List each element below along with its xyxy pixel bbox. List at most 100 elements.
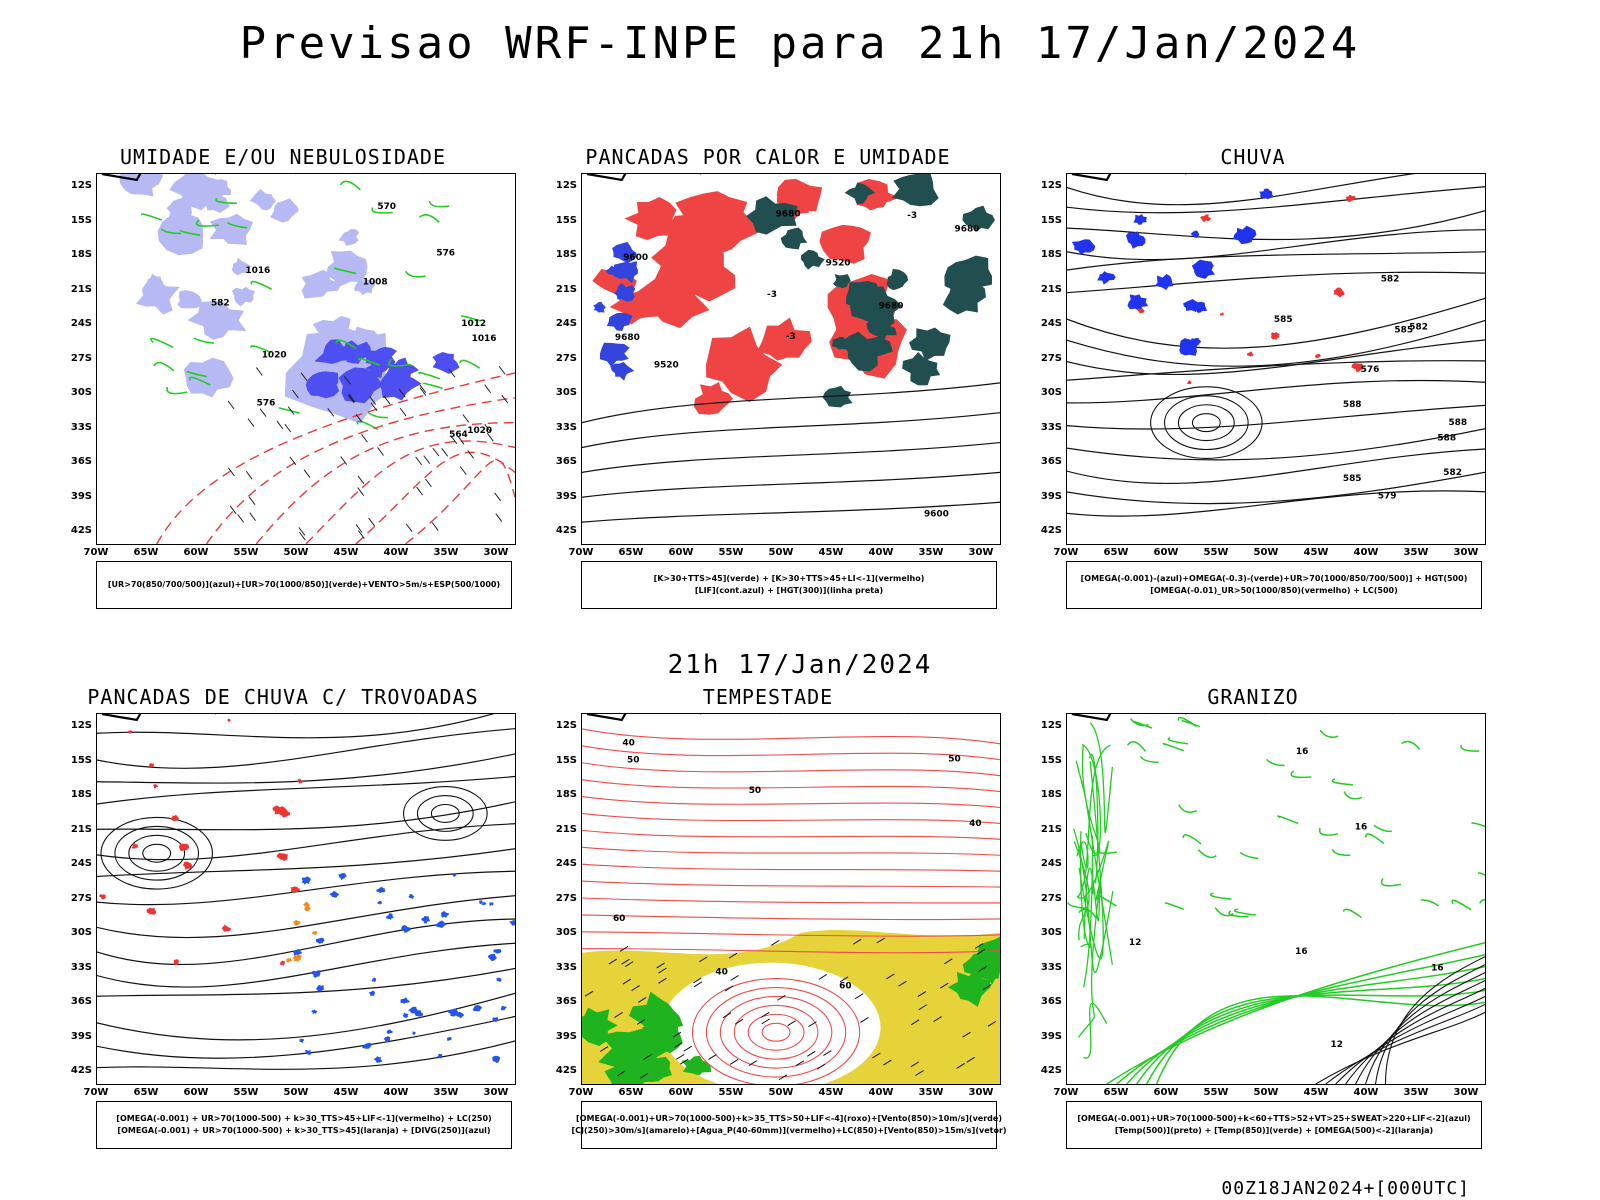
divergence-region [383, 1036, 391, 1043]
humidity-region [338, 229, 360, 246]
divergence-region [407, 1006, 418, 1014]
wind-vector [933, 1016, 942, 1022]
contour-label: -3 [767, 290, 777, 300]
wind-vector [808, 1021, 817, 1028]
anticyclone-streamline [100, 816, 213, 890]
temp850-contour [1116, 953, 1485, 1084]
divergence-region [373, 1056, 383, 1063]
legend-line: [OMEGA(-0.001)+UR>70(1000-500)+k<60+TTS>… [1077, 1114, 1471, 1123]
hgt300-contour [582, 382, 1000, 424]
contour-label: -3 [907, 211, 917, 221]
wind-vector [978, 966, 987, 972]
latitude-label: 42S [555, 525, 577, 536]
divergence-region [478, 900, 484, 905]
contour-label: 16 [1295, 947, 1307, 957]
temp850-contour [1197, 849, 1217, 859]
water-contour [582, 880, 1000, 888]
wind-arrow [370, 402, 378, 412]
wind850-region [947, 968, 991, 1007]
convection-region [831, 336, 851, 350]
convection-region [886, 268, 909, 291]
thickness-contour [305, 440, 515, 544]
wind-arrow [501, 394, 509, 404]
panel-title: UMIDADE E/OU NEBULOSIDADE [119, 145, 447, 169]
longitude-label: 65W [1103, 1087, 1129, 1098]
contour-label: 9680 [879, 302, 904, 312]
map-frame [96, 713, 516, 1085]
longitude-label: 45W [818, 547, 844, 558]
latitude-label: 36S [1040, 996, 1062, 1007]
streamline [97, 1040, 515, 1070]
wind-arrow [368, 517, 375, 527]
humidity-contour-green [371, 207, 393, 214]
humidity-contour-green [153, 361, 175, 372]
temp850-contour [1343, 791, 1363, 800]
wind-vector [639, 1072, 649, 1079]
wind-arrow [348, 393, 356, 403]
streamline [97, 714, 495, 739]
humidity-contour-green [195, 219, 219, 227]
wind-vector [761, 1011, 770, 1018]
contour-label: 588 [1343, 400, 1362, 410]
temp850-contour [1076, 840, 1110, 903]
rain-region [1314, 353, 1321, 359]
wind-vector [823, 1050, 832, 1056]
latitude-label: 12S [70, 720, 92, 731]
streamline [1067, 186, 1485, 214]
temp850-contour [1181, 719, 1201, 728]
rain-region [1200, 214, 1212, 223]
state-border [101, 714, 142, 722]
longitude-label: 65W [133, 1087, 159, 1098]
latitude-label: 33S [555, 961, 577, 973]
wind-vector [658, 967, 667, 974]
wind-arrow [431, 522, 439, 531]
divergence-region [411, 1031, 416, 1036]
contour-label: 60 [613, 914, 625, 924]
contour-label: 585 [1343, 474, 1362, 484]
humidity-contour-green [458, 359, 481, 369]
latitude-label: 30S [70, 927, 92, 938]
rain-region [1345, 194, 1356, 203]
divergence-region [338, 873, 347, 881]
latitude-label: 18S [1040, 789, 1062, 800]
temp850-contour [1477, 872, 1485, 876]
longitude-label: 50W [283, 1087, 309, 1098]
wind-arrow [344, 376, 351, 385]
longitude-label: 40W [1353, 547, 1379, 558]
temp850-contour [1078, 761, 1104, 959]
contour-label: 16 [1355, 823, 1367, 833]
contour-label: 585 [1274, 315, 1293, 325]
latitude-label: 24S [1040, 858, 1062, 869]
divergence-region [386, 1029, 393, 1035]
wind850-region [582, 1007, 618, 1047]
lif-region [610, 361, 635, 381]
storm-region-orange [302, 901, 310, 908]
map-svg [97, 714, 515, 1070]
humidity-contour-green [460, 315, 482, 322]
lif-region [612, 241, 637, 264]
divergence-region [440, 910, 450, 919]
storm-region-orange [286, 957, 293, 963]
divergence-region [371, 977, 377, 983]
wind-arrow [484, 423, 492, 433]
temp850-contour [1266, 758, 1285, 767]
divergence-region [299, 1038, 305, 1043]
wind-arrow [457, 436, 465, 445]
omega-region [1125, 231, 1146, 249]
temp850-contour [1214, 907, 1234, 917]
contour-label: 50 [627, 756, 639, 766]
temp500-contour [1315, 1011, 1485, 1084]
latitude-label: 15S [555, 754, 577, 766]
wind-arrow [340, 456, 348, 465]
map-svg: 9680 9680 9680 9680 9600 9600 9520 9520 -3 -3 -3 [582, 174, 1000, 523]
longitude-label: 70W [83, 547, 109, 558]
low-pressure-contour [691, 978, 861, 1084]
longitude-label: 30W [483, 1087, 509, 1098]
temp850-contour [1365, 833, 1385, 845]
convection-region [841, 331, 893, 372]
main-title: Previsao WRF-INPE para 21h 17/Jan/2024 [239, 18, 1361, 69]
latitude-label: 33S [555, 421, 577, 433]
longitude-label: 55W [1203, 547, 1229, 558]
latitude-label: 21S [70, 823, 92, 835]
